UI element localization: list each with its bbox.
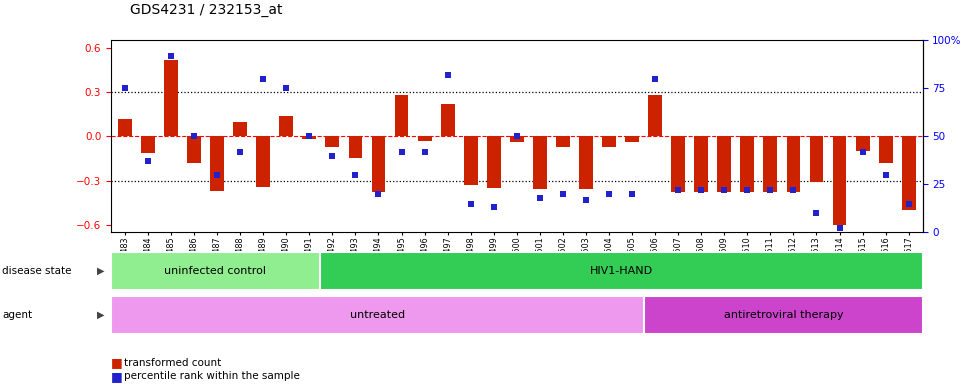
Point <box>601 191 616 197</box>
Bar <box>464 136 477 185</box>
Bar <box>211 136 224 191</box>
Point <box>647 76 663 82</box>
Point <box>463 200 478 207</box>
Bar <box>349 136 362 159</box>
Bar <box>533 136 547 189</box>
Point <box>785 187 801 193</box>
Point <box>348 172 363 178</box>
Text: disease state: disease state <box>2 266 71 276</box>
Bar <box>579 136 593 189</box>
Point <box>210 172 225 178</box>
Bar <box>141 136 155 152</box>
Text: ▶: ▶ <box>97 310 104 320</box>
Text: percentile rank within the sample: percentile rank within the sample <box>124 371 299 381</box>
Point <box>878 172 894 178</box>
Bar <box>879 136 893 163</box>
Text: HIV1-HAND: HIV1-HAND <box>589 266 653 276</box>
Point <box>717 187 732 193</box>
Point <box>233 149 248 155</box>
Point <box>762 187 778 193</box>
Bar <box>487 136 500 188</box>
Bar <box>718 136 731 192</box>
Bar <box>833 136 846 225</box>
Bar <box>302 136 316 139</box>
Point <box>532 195 548 201</box>
Bar <box>372 136 385 192</box>
Point <box>301 133 317 139</box>
Point <box>394 149 410 155</box>
Text: transformed count: transformed count <box>124 358 221 368</box>
Point <box>163 53 179 59</box>
Point <box>670 187 686 193</box>
Bar <box>510 136 524 142</box>
Text: ■: ■ <box>111 370 123 383</box>
Text: untreated: untreated <box>350 310 406 320</box>
Bar <box>902 136 916 210</box>
Text: ■: ■ <box>111 356 123 369</box>
Bar <box>417 136 432 141</box>
Bar <box>625 136 639 142</box>
Point <box>855 149 870 155</box>
Point <box>278 85 294 91</box>
Point <box>371 191 386 197</box>
Bar <box>256 136 270 187</box>
Text: agent: agent <box>2 310 32 320</box>
Text: GDS4231 / 232153_at: GDS4231 / 232153_at <box>130 3 283 17</box>
Point <box>440 72 455 78</box>
Point <box>417 149 433 155</box>
Text: antiretroviral therapy: antiretroviral therapy <box>724 310 843 320</box>
Bar <box>810 136 823 182</box>
Bar <box>671 136 685 192</box>
Bar <box>763 136 778 192</box>
Point <box>555 191 571 197</box>
Bar <box>233 122 247 136</box>
Point <box>832 225 847 232</box>
Point <box>186 133 202 139</box>
Point <box>624 191 639 197</box>
Bar <box>556 136 570 147</box>
Bar <box>602 136 616 147</box>
Text: ▶: ▶ <box>97 266 104 276</box>
Point <box>579 197 594 203</box>
Bar <box>118 119 131 136</box>
Bar <box>187 136 201 163</box>
Bar <box>856 136 869 151</box>
Point <box>255 76 270 82</box>
Bar <box>648 95 662 136</box>
Point <box>740 187 755 193</box>
Bar <box>440 104 455 136</box>
Bar <box>695 136 708 192</box>
Text: uninfected control: uninfected control <box>164 266 267 276</box>
Point <box>509 133 525 139</box>
Bar <box>395 95 409 136</box>
Bar <box>740 136 754 192</box>
Bar <box>279 116 294 136</box>
Point <box>117 85 132 91</box>
Point <box>809 210 824 216</box>
Point <box>901 200 917 207</box>
Point <box>325 152 340 159</box>
Point <box>486 204 501 210</box>
Bar <box>786 136 801 192</box>
Point <box>694 187 709 193</box>
Bar <box>326 136 339 147</box>
Point <box>140 158 156 164</box>
Bar <box>164 60 178 136</box>
